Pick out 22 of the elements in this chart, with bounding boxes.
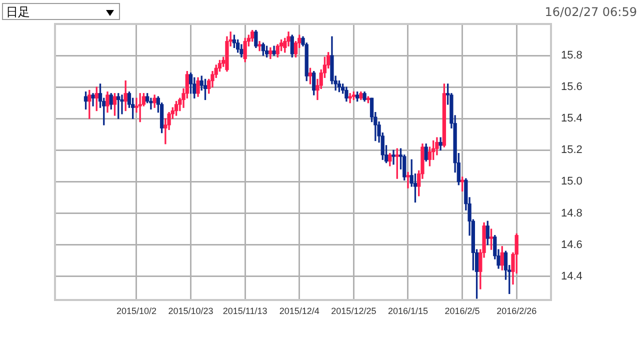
x-tick-label: 2015/11/13 — [222, 306, 268, 316]
y-tick-label: 15.8 — [561, 50, 582, 62]
period-dropdown: 日足 — [2, 3, 120, 20]
x-tick-label: 2015/10/2 — [116, 306, 156, 316]
x-tick-label: 2015/12/4 — [279, 306, 320, 316]
y-tick-label: 15.6 — [561, 81, 582, 94]
x-tick-label: 2015/10/23 — [168, 306, 214, 316]
text: 16/02/27 06:59 — [544, 5, 637, 19]
candlestick — [392, 150, 396, 165]
candlestick — [348, 93, 352, 104]
y-tick-label: 15.0 — [561, 176, 582, 188]
candlestick — [406, 172, 410, 188]
y-tick-label: 14.8 — [561, 207, 582, 220]
y-tick-label: 14.6 — [561, 238, 582, 251]
x-tick-label: 2015/12/25 — [331, 306, 376, 316]
candlestick — [258, 41, 262, 52]
y-tick-label: 15.2 — [561, 144, 582, 156]
y-tick-label: 15.4 — [561, 112, 582, 125]
x-tick-label: 2016/2/5 — [444, 306, 480, 316]
y-tick-label: 14.4 — [561, 270, 582, 282]
x-tick-label: 2016/2/26 — [496, 306, 537, 316]
x-tick-label: 2016/1/15 — [388, 306, 428, 316]
